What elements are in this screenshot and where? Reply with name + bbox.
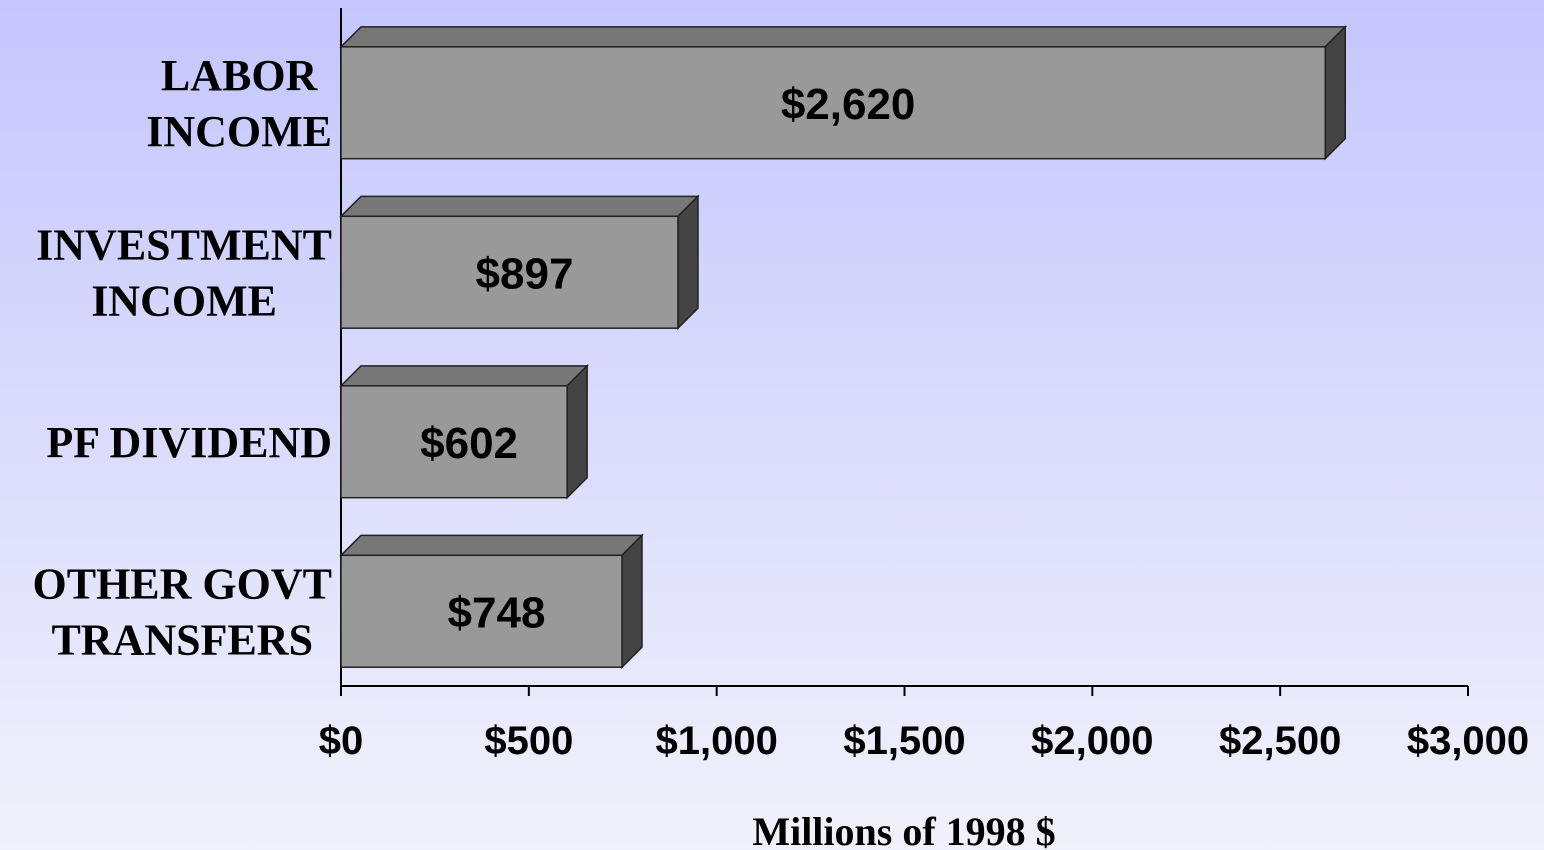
bar-top (339, 534, 644, 557)
y-tick-label: PF DIVIDEND (46, 418, 332, 467)
bar-side (621, 533, 643, 669)
x-tick-label: $3,000 (1407, 719, 1529, 763)
x-tick-label: $0 (319, 719, 364, 763)
bar (340, 215, 679, 329)
x-axis-title: Millions of 1998 $ (752, 809, 1055, 850)
bar-top (339, 195, 700, 218)
bar-side (677, 194, 699, 330)
x-tick-label: $2,500 (1219, 719, 1341, 763)
value-label: $2,620 (781, 80, 916, 129)
y-tick-label: LABOR INCOME (146, 51, 332, 156)
bar-side (566, 364, 588, 500)
bar (340, 385, 568, 499)
bar (340, 46, 1326, 160)
bar-top (339, 26, 1348, 48)
y-tick-label: INVESTMENT INCOME (36, 220, 332, 325)
x-tick-label: $500 (484, 719, 573, 763)
x-tick-label: $1,000 (655, 719, 777, 763)
value-label: $897 (476, 249, 574, 298)
bar (340, 554, 623, 668)
y-tick-label: OTHER GOVT TRANSFERS (33, 559, 333, 664)
x-tick-label: $1,500 (843, 719, 965, 763)
bar-top (339, 365, 589, 387)
bar-side (1324, 25, 1346, 161)
value-label: $602 (420, 419, 518, 468)
value-label: $748 (448, 588, 546, 637)
x-tick-label: $2,000 (1031, 719, 1153, 763)
